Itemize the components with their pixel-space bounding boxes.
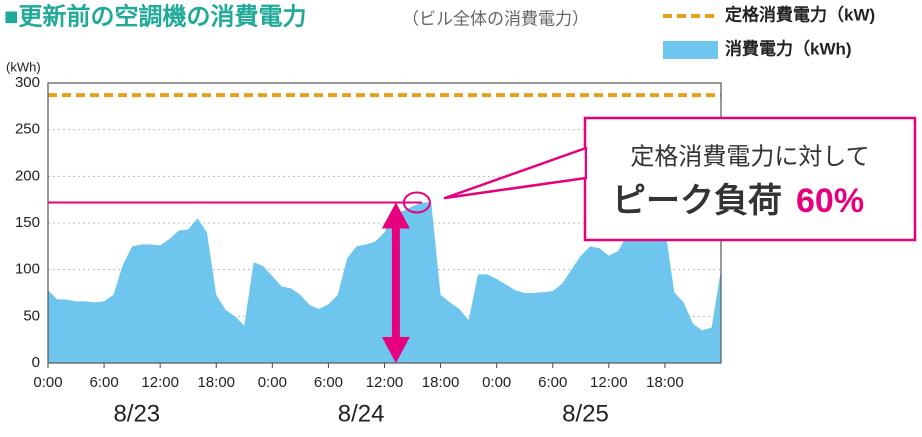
plot: 0 50 100 150 200 250 300 0:00 6:00 12:00 18:00 0:00… bbox=[15, 74, 722, 427]
y-tick-label: 0 bbox=[32, 354, 40, 371]
peak-arrow-head bbox=[381, 337, 410, 363]
x-tick-label: 0:00 bbox=[258, 374, 287, 391]
y-tick-label: 200 bbox=[15, 167, 40, 184]
callout-pointer bbox=[443, 146, 588, 200]
x-tick-label: 18:00 bbox=[422, 374, 460, 391]
x-tick-label: 6:00 bbox=[314, 374, 343, 391]
y-tick-label: 250 bbox=[15, 121, 40, 138]
x-tick-label: 18:00 bbox=[646, 374, 684, 391]
callout-joint bbox=[587, 150, 593, 177]
legend-swatch bbox=[663, 41, 718, 59]
y-tick-label: 100 bbox=[15, 261, 40, 278]
x-tick-label: 18:00 bbox=[197, 374, 235, 391]
x-tick-label: 12:00 bbox=[590, 374, 628, 391]
callout-line2: ピーク負荷 bbox=[612, 182, 782, 220]
x-tick-label: 12:00 bbox=[141, 374, 179, 391]
y-tick-label: 300 bbox=[15, 74, 40, 91]
day-label: 8/23 bbox=[113, 400, 160, 427]
legend-label: 消費電力（kWh) bbox=[725, 38, 852, 58]
peak-arrow-head bbox=[381, 202, 410, 229]
y-tick-label: 150 bbox=[15, 214, 40, 231]
callout: 定格消費電力に対して ピーク負荷 60% bbox=[443, 116, 917, 242]
callout-line1: 定格消費電力に対して bbox=[630, 143, 869, 170]
area bbox=[48, 202, 721, 363]
x-tick-label: 6:00 bbox=[538, 374, 567, 391]
peak-circle bbox=[402, 191, 431, 214]
chart-subtitle: （ビル全体の消費電力） bbox=[402, 9, 589, 28]
x-tick-label: 6:00 bbox=[89, 374, 118, 391]
x-tick-label: 0:00 bbox=[482, 374, 511, 391]
legend-label: 定格消費電力（kW) bbox=[725, 4, 875, 24]
chart-title: ■更新前の空調機の消費電力 bbox=[4, 2, 307, 30]
callout-box bbox=[583, 116, 917, 242]
x-tick-label: 0:00 bbox=[33, 374, 62, 391]
y-unit: (kWh) bbox=[6, 59, 41, 74]
x-tick-label: 12:00 bbox=[366, 374, 404, 391]
callout-percent: 60% bbox=[796, 182, 864, 220]
day-label: 8/24 bbox=[338, 400, 385, 427]
day-label: 8/25 bbox=[562, 400, 609, 427]
y-tick-label: 50 bbox=[23, 307, 40, 324]
